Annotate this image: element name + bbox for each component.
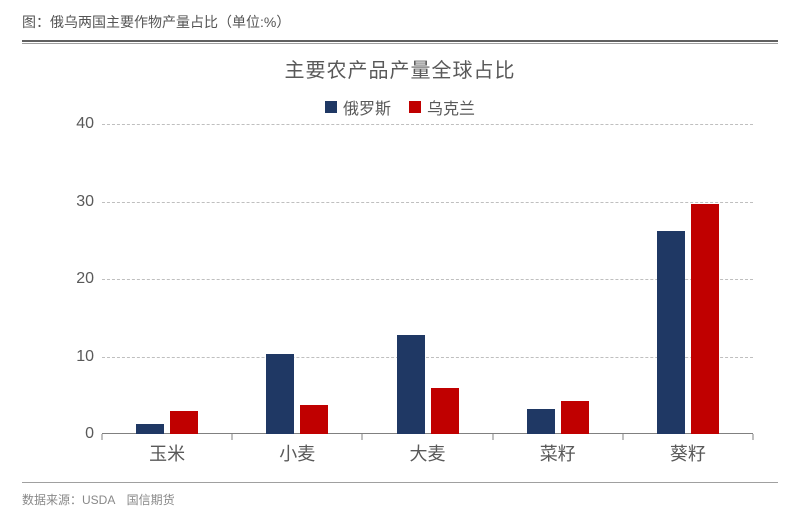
- bar-ukraine: [561, 401, 589, 434]
- divider-thick: [22, 40, 778, 42]
- bar-russia: [136, 424, 164, 434]
- bar-ukraine: [170, 411, 198, 434]
- x-tick-label: 玉米: [149, 440, 185, 466]
- legend-item-russia: 俄罗斯: [325, 95, 391, 119]
- bar-russia: [527, 409, 555, 434]
- bar-ukraine: [300, 405, 328, 434]
- x-tick-label: 大麦: [410, 440, 446, 466]
- x-tick-label: 葵籽: [670, 440, 706, 466]
- legend-swatch-russia: [325, 101, 337, 113]
- chart-title: 主要农产品产量全球占比: [22, 44, 778, 83]
- x-tick-label: 菜籽: [540, 440, 576, 466]
- legend-label-russia: 俄罗斯: [343, 95, 391, 119]
- bar-russia: [266, 354, 294, 434]
- plot-area: 010203040: [102, 124, 753, 434]
- grid-line: [102, 202, 753, 203]
- x-axis-labels: 玉米 小麦 大麦 菜籽 葵籽: [102, 440, 753, 466]
- bar-ukraine: [691, 204, 719, 434]
- grid-line: [102, 124, 753, 125]
- bar-ukraine: [431, 388, 459, 434]
- bar-russia: [397, 335, 425, 434]
- legend: 俄罗斯 乌克兰: [22, 95, 778, 119]
- legend-swatch-ukraine: [409, 101, 421, 113]
- y-tick-label: 40: [60, 115, 94, 133]
- y-tick-label: 30: [60, 193, 94, 211]
- legend-item-ukraine: 乌克兰: [409, 95, 475, 119]
- x-axis: [102, 433, 753, 434]
- x-tick-label: 小麦: [279, 440, 315, 466]
- grid-line: [102, 279, 753, 280]
- y-tick-label: 20: [60, 270, 94, 288]
- bar-russia: [657, 231, 685, 434]
- figure-caption: 图：俄乌两国主要作物产量占比（单位:%）: [22, 12, 778, 40]
- grid-line: [102, 357, 753, 358]
- legend-label-ukraine: 乌克兰: [427, 95, 475, 119]
- y-tick-label: 10: [60, 348, 94, 366]
- y-tick-label: 0: [60, 425, 94, 443]
- chart-container: 主要农产品产量全球占比 俄罗斯 乌克兰 010203040 玉米小麦大麦菜籽葵籽: [22, 44, 778, 482]
- source-footer: 数据来源：USDA 国信期货: [22, 483, 778, 508]
